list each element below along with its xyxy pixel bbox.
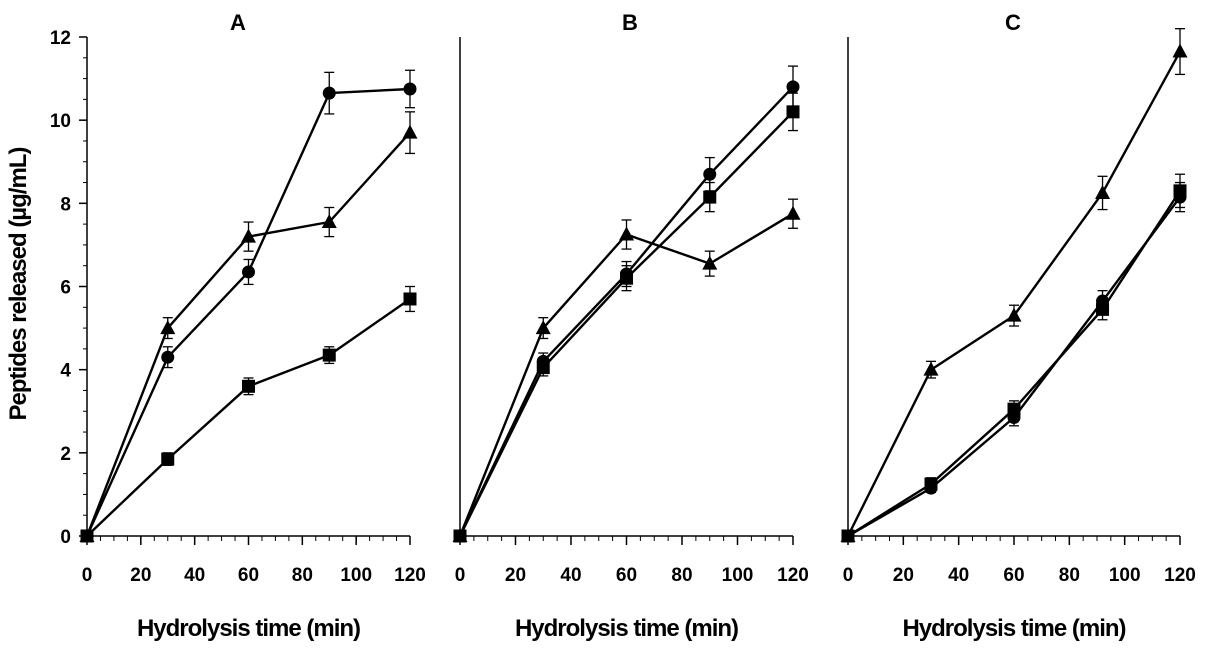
data-point-square <box>403 292 417 306</box>
data-point-square <box>620 271 633 285</box>
data-point-triangle <box>619 226 634 241</box>
x-tick-label: 40 <box>948 565 969 586</box>
x-tick-label: 60 <box>238 565 259 586</box>
data-point-square <box>924 477 938 491</box>
data-point-square <box>703 190 717 204</box>
data-point-triangle <box>785 205 801 220</box>
series-line-triangle <box>85 131 411 537</box>
series-line-circle <box>847 196 1181 538</box>
data-point-circle <box>403 82 417 96</box>
x-tick-label: 20 <box>130 565 151 586</box>
x-tick-label: 80 <box>671 565 692 586</box>
x-tick-label: 20 <box>505 565 526 586</box>
data-point-circle <box>322 86 336 100</box>
panel-title-a: A <box>230 10 246 35</box>
x-tick-label: 100 <box>340 565 372 586</box>
data-point-triangle <box>1095 184 1111 199</box>
y-tick-label: 0 <box>60 527 71 548</box>
x-tick-label: 60 <box>1003 565 1024 586</box>
data-point-square <box>242 379 255 393</box>
data-point-circle <box>242 265 255 279</box>
x-tick-label: 120 <box>394 565 426 586</box>
x-tick-label: 80 <box>1059 565 1080 586</box>
series-line-circle <box>85 87 411 537</box>
x-axis-title-c: Hydrolysis time (min) <box>902 615 1125 642</box>
data-point-triangle <box>1172 43 1188 58</box>
y-tick-label: 2 <box>60 444 71 465</box>
y-tick-label: 10 <box>50 111 71 132</box>
panel-title-b: B <box>622 10 638 35</box>
data-point-square <box>841 529 855 543</box>
data-point-square <box>80 529 94 543</box>
x-tick-label: 100 <box>722 565 754 586</box>
data-point-square <box>453 529 467 543</box>
y-tick-label: 8 <box>60 194 71 215</box>
x-tick-label: 40 <box>184 565 205 586</box>
data-point-square <box>322 348 336 362</box>
x-tick-label: 60 <box>616 565 637 586</box>
data-point-square <box>161 452 175 466</box>
data-point-triangle <box>923 361 939 376</box>
x-tick-label: 100 <box>1109 565 1141 586</box>
x-axis-title-b: Hydrolysis time (min) <box>515 615 738 642</box>
data-point-triangle <box>321 214 337 229</box>
data-point-square <box>786 105 800 119</box>
series-line-triangle <box>846 51 1182 537</box>
series-line-square <box>86 298 411 537</box>
x-tick-label: 120 <box>777 565 809 586</box>
x-tick-label: 0 <box>843 565 854 586</box>
data-point-square <box>536 361 550 375</box>
x-tick-label: 40 <box>560 565 581 586</box>
data-point-triangle <box>241 228 256 243</box>
series-line-circle <box>458 86 794 537</box>
y-tick-label: 4 <box>60 361 71 382</box>
data-point-triangle <box>702 255 718 270</box>
data-point-triangle <box>1006 307 1022 322</box>
x-tick-label: 80 <box>292 565 313 586</box>
data-point-circle <box>703 167 717 181</box>
y-axis-title: Peptides released (µg/mL) <box>5 148 32 421</box>
x-tick-label: 0 <box>455 565 466 586</box>
data-point-triangle <box>160 320 176 335</box>
data-point-square <box>1007 402 1021 416</box>
series-line-square <box>847 190 1182 538</box>
data-point-circle <box>161 350 175 364</box>
panel-title-c: C <box>1005 10 1021 35</box>
x-tick-label: 120 <box>1164 565 1196 586</box>
data-point-square <box>1173 184 1187 198</box>
data-point-triangle <box>535 320 551 335</box>
series-line-square <box>458 111 794 537</box>
data-point-circle <box>786 80 800 94</box>
x-tick-label: 0 <box>82 565 93 586</box>
x-tick-label: 20 <box>893 565 914 586</box>
x-axis-title-a: Hydrolysis time (min) <box>137 615 360 642</box>
data-point-triangle <box>402 124 418 139</box>
data-point-square <box>1096 302 1110 316</box>
y-tick-label: 12 <box>50 28 71 49</box>
y-tick-label: 6 <box>60 278 71 299</box>
